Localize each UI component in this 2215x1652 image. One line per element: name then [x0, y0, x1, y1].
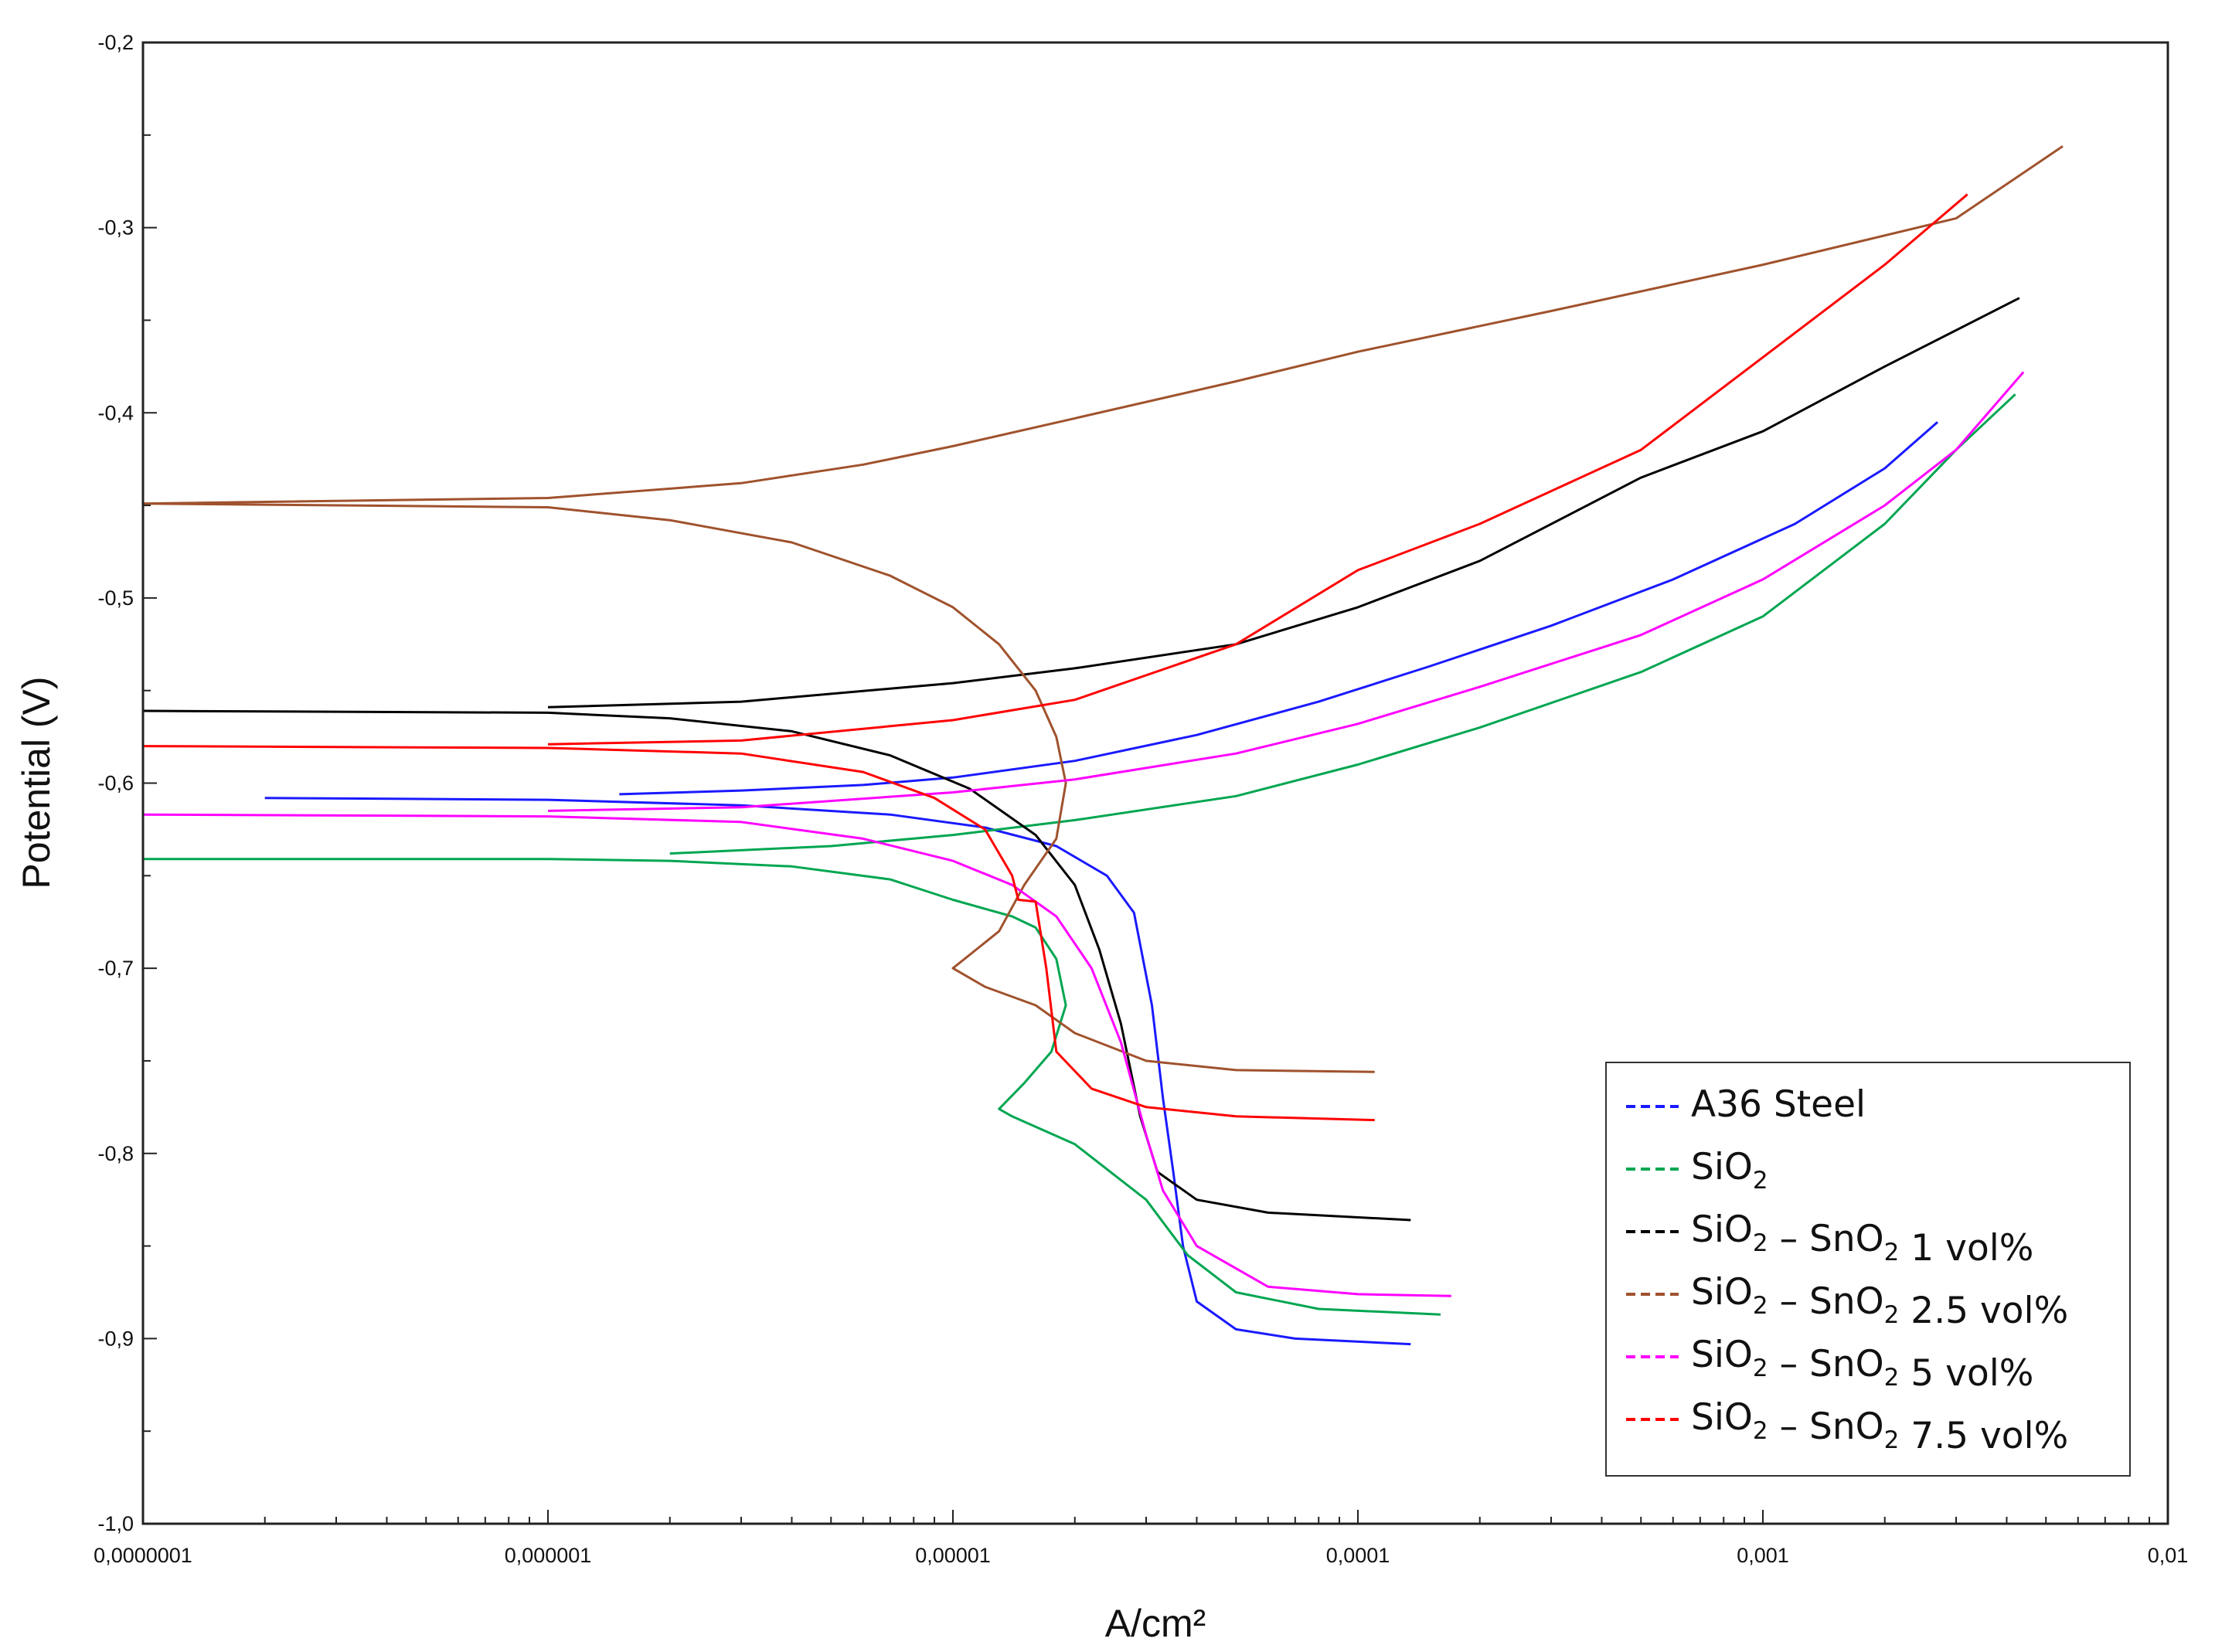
legend-item: SiO2 – SnO2 1 vol%	[1626, 1208, 2033, 1270]
series-line-anodic	[547, 193, 1968, 746]
series-line-cathodic	[142, 813, 1451, 1297]
legend-label: SiO2 – SnO2 1 vol%	[1691, 1208, 2033, 1270]
legend-item: SiO2	[1626, 1146, 1768, 1195]
series-1	[264, 421, 1938, 1346]
axis-tick-labels: -0,2 -0,3 -0,4 -0,5 -0,6 -0,7 -0,8 -0,9 -1,0 0,00…	[94, 31, 2188, 1567]
x-axis-title: A/cm²	[1105, 1602, 1206, 1645]
series-line-anodic	[547, 371, 2025, 812]
x-tick-label: 0,000001	[505, 1544, 592, 1567]
series-3	[142, 297, 2020, 1222]
series-line-cathodic	[142, 709, 1411, 1222]
y-tick-label: -0,4	[97, 401, 134, 424]
legend-item: SiO2 – SnO2 7.5 vol%	[1626, 1396, 2068, 1457]
legend-label: SiO2	[1691, 1146, 1768, 1195]
y-tick-label: -0,5	[97, 586, 134, 610]
series-line-anodic	[669, 393, 2016, 855]
y-tick-label: -1,0	[97, 1512, 134, 1535]
x-tick-label: 0,0001	[1326, 1544, 1390, 1567]
y-tick-label: -0,9	[97, 1327, 134, 1350]
series-layer	[142, 144, 2064, 1346]
legend-box	[1605, 1062, 2131, 1477]
y-tick-label: -0,8	[97, 1142, 134, 1165]
legend-label: SiO2 – SnO2 7.5 vol%	[1691, 1396, 2068, 1457]
y-tick-label: -0,2	[97, 31, 134, 54]
series-2	[143, 393, 2016, 1316]
series-line-anodic	[619, 421, 1938, 796]
series-line-cathodic	[143, 858, 1441, 1316]
x-tick-label: 0,01	[2148, 1544, 2189, 1567]
legend-item: A36 Steel	[1626, 1083, 1866, 1126]
series-line-anodic	[142, 144, 2064, 505]
series-5	[142, 371, 2025, 1297]
legend-label: SiO2 – SnO2 5 vol%	[1691, 1334, 2033, 1395]
x-tick-label: 0,001	[1737, 1544, 1789, 1567]
y-tick-label: -0,7	[97, 957, 134, 980]
y-tick-label: -0,6	[97, 772, 134, 795]
series-line-cathodic	[142, 502, 1375, 1073]
legend-label: A36 Steel	[1691, 1083, 1866, 1126]
series-line-cathodic	[142, 745, 1375, 1122]
y-tick-label: -0,3	[97, 216, 134, 240]
series-4	[142, 144, 2064, 1073]
legend-item: SiO2 – SnO2 5 vol%	[1626, 1334, 2033, 1395]
legend-item: SiO2 – SnO2 2.5 vol%	[1626, 1271, 2068, 1332]
series-line-anodic	[547, 297, 2020, 709]
x-tick-label: 0,00001	[915, 1544, 991, 1567]
series-line-cathodic	[264, 797, 1411, 1346]
axis-ticks	[142, 42, 2169, 1525]
series-6	[142, 193, 1968, 1122]
y-axis-title: Potential (V)	[15, 676, 58, 889]
x-tick-label: 0,0000001	[94, 1544, 192, 1567]
legend-label: SiO2 – SnO2 2.5 vol%	[1691, 1271, 2068, 1332]
